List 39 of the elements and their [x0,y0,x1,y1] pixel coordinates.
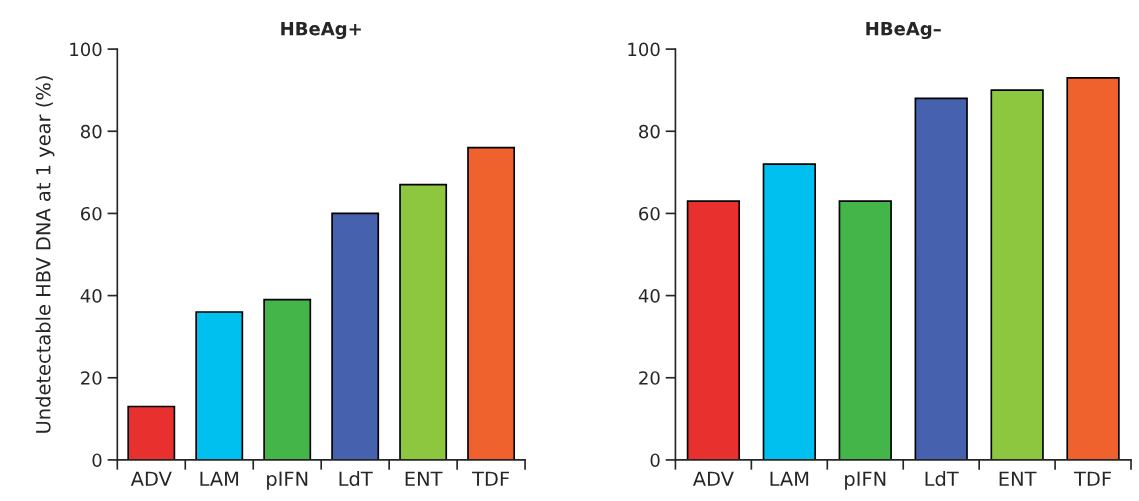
bar [1066,77,1120,460]
x-tick-label: ADV [692,471,734,486]
bar [263,298,312,460]
chart-title: HBeAg– [866,22,941,40]
y-tick-label: 0 [92,453,102,468]
y-tick-label: 100 [628,42,660,57]
x-tick-label: pIFN [267,471,308,490]
y-tick-label: 20 [81,371,102,385]
bar [762,163,816,460]
x-tick-label: LdT [925,471,959,487]
x-tick-label: LAM [770,471,809,486]
y-tick-label: 40 [80,289,102,303]
x-tick-label: ADV [130,471,172,486]
y-tick-label: 0 [650,453,660,468]
y-tick-label: 80 [639,124,660,139]
y-tick-label: 100 [70,42,102,57]
y-tick-label: 60 [81,206,102,221]
x-tick-label: pIFN [845,471,886,490]
bar [127,405,176,460]
bar [467,146,516,460]
x-tick-label: ENT [999,471,1037,486]
bar [195,311,244,460]
y-tick-label: 60 [639,206,660,221]
x-tick-label: TDF [1073,471,1111,486]
bar [990,89,1044,460]
y-tick-label: 20 [639,371,660,385]
y-axis-title: Undetectable HBV DNA at 1 year (%) [35,76,55,433]
x-tick-label: ENT [405,471,443,486]
bar [686,200,741,460]
y-tick-label: 40 [638,289,660,303]
bar [331,212,380,460]
bar [914,97,968,460]
bar [399,183,448,460]
x-tick-label: TDF [472,471,509,486]
x-tick-label: LAM [200,471,239,486]
x-tick-label: LdT [339,471,373,487]
y-tick-label: 80 [80,124,102,139]
bar [838,200,892,460]
chart-title: HBeAg+ [281,22,361,40]
